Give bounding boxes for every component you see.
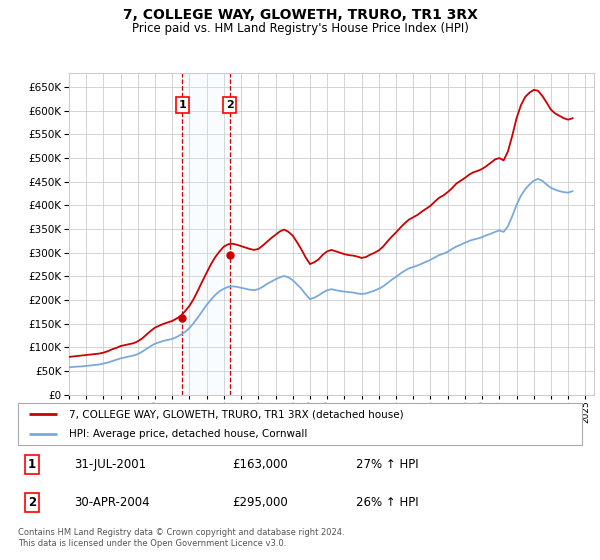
Text: 26% ↑ HPI: 26% ↑ HPI (356, 496, 419, 509)
Text: Contains HM Land Registry data © Crown copyright and database right 2024.: Contains HM Land Registry data © Crown c… (18, 528, 344, 536)
Text: 31-JUL-2001: 31-JUL-2001 (74, 458, 146, 471)
Text: HPI: Average price, detached house, Cornwall: HPI: Average price, detached house, Corn… (69, 430, 307, 439)
Text: 2: 2 (28, 496, 36, 509)
Text: 7, COLLEGE WAY, GLOWETH, TRURO, TR1 3RX (detached house): 7, COLLEGE WAY, GLOWETH, TRURO, TR1 3RX … (69, 409, 403, 419)
Text: £163,000: £163,000 (232, 458, 288, 471)
Text: 7, COLLEGE WAY, GLOWETH, TRURO, TR1 3RX: 7, COLLEGE WAY, GLOWETH, TRURO, TR1 3RX (122, 8, 478, 22)
Text: Price paid vs. HM Land Registry's House Price Index (HPI): Price paid vs. HM Land Registry's House … (131, 22, 469, 35)
Text: £295,000: £295,000 (232, 496, 288, 509)
Text: 27% ↑ HPI: 27% ↑ HPI (356, 458, 419, 471)
Text: This data is licensed under the Open Government Licence v3.0.: This data is licensed under the Open Gov… (18, 539, 286, 548)
Text: 2: 2 (226, 100, 233, 110)
Text: 1: 1 (178, 100, 186, 110)
Text: 1: 1 (28, 458, 36, 471)
Bar (182, 73, 230, 395)
Text: 30-APR-2004: 30-APR-2004 (74, 496, 150, 509)
